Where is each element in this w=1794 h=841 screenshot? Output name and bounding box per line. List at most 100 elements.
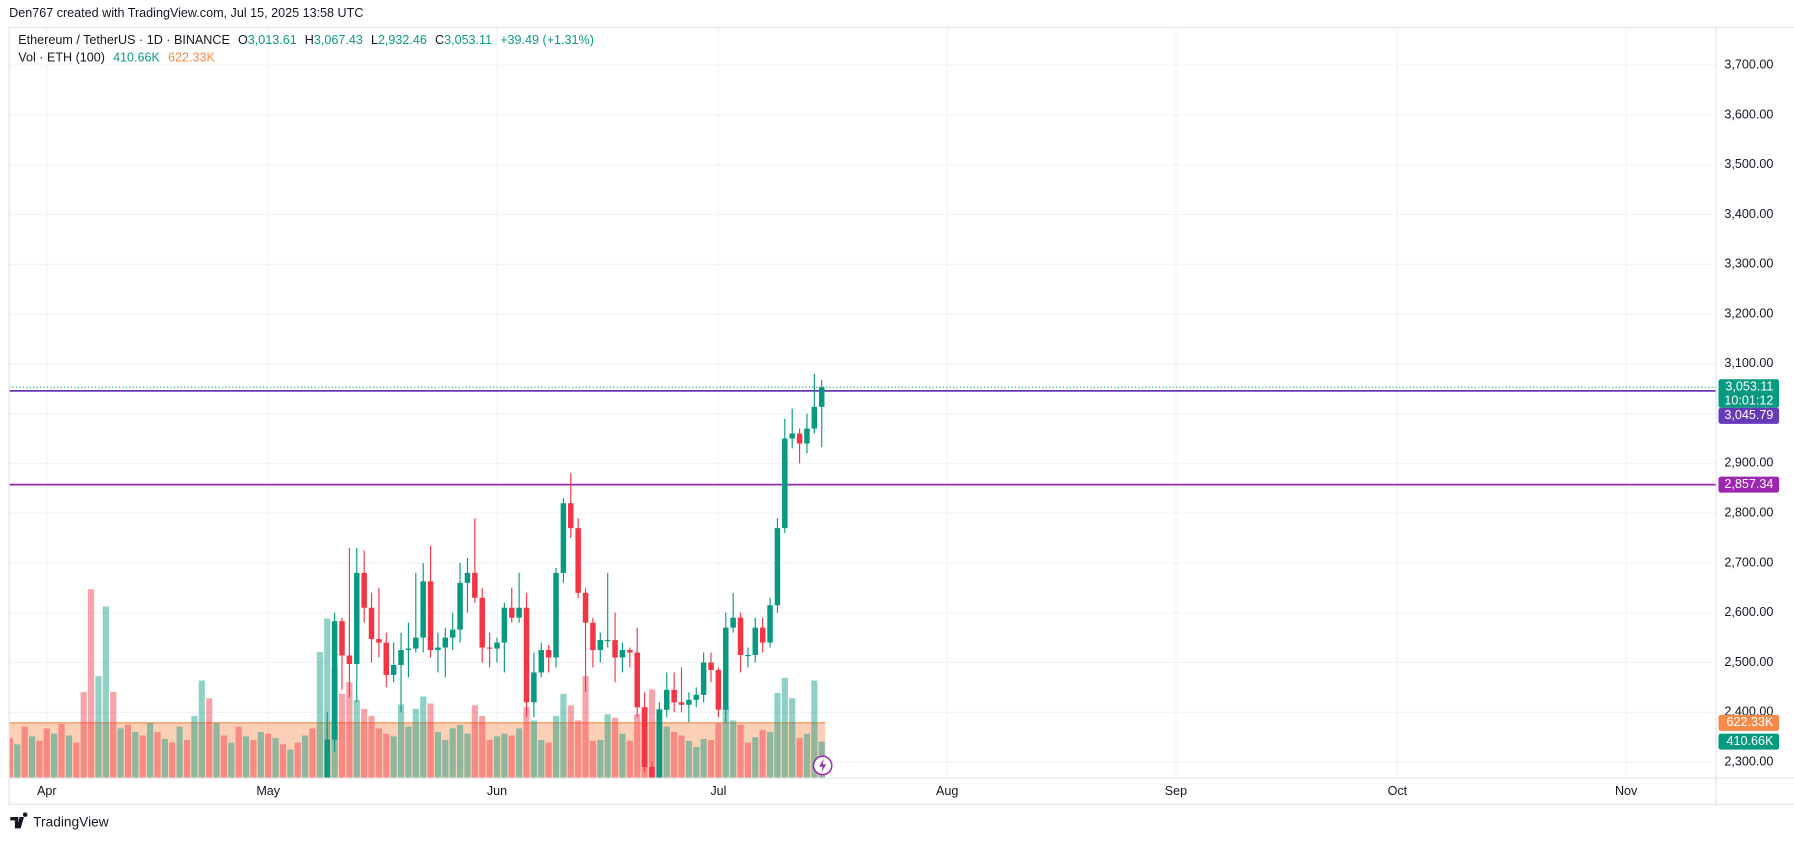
last-price-label: 3,053.11	[1725, 380, 1773, 394]
volume-bar	[390, 736, 397, 779]
candle-body	[590, 622, 596, 651]
candle-body	[486, 647, 493, 649]
candle-body	[553, 572, 559, 658]
candle-body	[376, 639, 382, 643]
candle-body	[324, 739, 330, 779]
volume-ma-box	[1718, 714, 1780, 731]
volume-bar	[147, 723, 154, 779]
volume-bar	[353, 700, 360, 779]
volume-bar	[663, 726, 670, 779]
candle-body	[582, 592, 589, 623]
volume-bar	[538, 739, 545, 779]
candle-body	[767, 605, 773, 643]
volume-bar	[132, 731, 139, 779]
candle-body	[383, 642, 390, 675]
volume-bar	[427, 703, 434, 779]
candle-body	[398, 650, 404, 665]
volume-bar	[412, 708, 419, 779]
candle-body	[656, 709, 663, 779]
volume-bar	[744, 742, 752, 779]
volume-bar	[346, 682, 353, 779]
volume-bar	[257, 731, 264, 779]
volume-bar	[707, 739, 715, 779]
volume-ma-area	[9, 722, 826, 779]
candle-body	[759, 627, 766, 643]
volume-bar	[294, 742, 301, 779]
volume-bar	[250, 739, 257, 779]
candle-body	[715, 669, 722, 710]
volume-bar	[420, 696, 427, 779]
candle-body	[472, 572, 478, 598]
volume-bar	[397, 704, 405, 779]
candle-body	[449, 629, 456, 638]
y-tick-label: 3,600.00	[1724, 107, 1773, 121]
candle-body	[354, 572, 360, 664]
level-label: 3,045.79	[1724, 408, 1773, 422]
candle-body	[634, 652, 640, 708]
candle-body	[339, 621, 345, 656]
volume-bar	[464, 733, 471, 779]
y-tick-label: 2,900.00	[1724, 456, 1773, 470]
volume-bar	[789, 698, 796, 779]
volume-bar	[493, 736, 501, 779]
legend-change: +39.49 (+1.31%)	[500, 34, 594, 48]
volume-bar	[530, 720, 537, 779]
candle-body	[641, 707, 648, 767]
candle-body	[796, 433, 803, 444]
volume-bar	[796, 738, 803, 779]
volume-bar	[552, 715, 560, 779]
volume-bar	[471, 705, 478, 779]
volume-bar	[803, 733, 811, 779]
candle-body	[737, 617, 744, 656]
candle-body	[811, 406, 818, 429]
brand-logo	[10, 812, 28, 829]
volume-bar	[316, 652, 323, 779]
replay-icon[interactable]	[812, 755, 833, 776]
volume-pane	[9, 589, 826, 779]
volume-bar	[597, 739, 604, 779]
candle-body	[523, 607, 530, 703]
volume-bar	[626, 740, 633, 779]
icon-bolt[interactable]	[819, 758, 827, 773]
legend-key: C	[435, 34, 444, 48]
volume-bar	[405, 726, 412, 779]
volume-bar	[102, 606, 109, 779]
legend-key: H	[305, 34, 314, 48]
labels: 2,300.002,400.002,500.002,600.002,700.00…	[37, 58, 1780, 798]
volume-bar	[287, 749, 294, 779]
candle-body	[752, 627, 759, 656]
candle-body	[700, 662, 707, 695]
y-tick-label: 3,400.00	[1724, 207, 1773, 221]
candle-body	[464, 572, 471, 583]
candle-body	[671, 689, 677, 703]
volume-bar	[560, 693, 567, 779]
volume-bar	[619, 733, 626, 779]
volume-bar	[678, 735, 685, 779]
candle-body	[479, 597, 485, 648]
x-tick-label: Jul	[710, 784, 726, 798]
volume-bar	[567, 705, 574, 779]
candle-body	[627, 650, 633, 653]
candle-body	[649, 766, 655, 779]
volume-ma-value: 622.33K	[168, 51, 215, 65]
y-tick-label: 2,300.00	[1724, 754, 1773, 768]
candle-body	[745, 655, 751, 657]
volume-bar	[737, 724, 744, 779]
candle-body	[501, 607, 508, 643]
candle-body	[494, 642, 500, 649]
legend-line: Ethereum / TetherUS · 1D · BINANCE O3,01…	[18, 34, 594, 48]
brand: TradingView	[10, 812, 109, 829]
volume-bar	[700, 739, 707, 779]
candle-body	[612, 640, 618, 658]
countdown-label: 10:01:12	[1724, 393, 1773, 407]
volume-bar	[14, 744, 21, 779]
y-tick-label: 3,700.00	[1724, 58, 1773, 72]
candle-body	[331, 621, 338, 740]
volume-legend: Vol · ETH (100) 410.66K 622.33K	[18, 51, 215, 65]
candle-body	[457, 582, 463, 630]
candle-body	[368, 607, 375, 640]
volume-bar	[242, 736, 250, 779]
volume-bar	[117, 728, 124, 779]
